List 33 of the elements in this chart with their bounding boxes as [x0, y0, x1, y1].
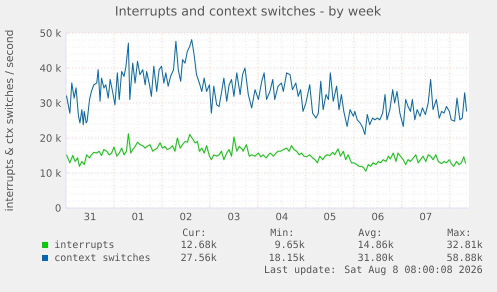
x-tick-label: 01	[132, 212, 144, 220]
x-tick-label: 03	[228, 212, 240, 220]
text: 27.56k	[181, 253, 217, 262]
x-tick-label: 05	[324, 212, 336, 220]
x-tick-label: 02	[180, 212, 192, 220]
text: Max:	[448, 228, 469, 236]
text: Avg:	[358, 228, 380, 238]
y-tick-label: 40 k	[40, 64, 62, 72]
text: 18.15k	[270, 253, 305, 262]
chart-title: Interrupts and context switches - by week	[116, 6, 382, 18]
legend-label: interrupts	[55, 240, 114, 250]
text: Min:	[270, 228, 292, 236]
text: 9.65k	[275, 240, 305, 248]
legend-label: context switches	[55, 253, 150, 262]
text: 31.80k	[358, 253, 394, 262]
y-tick-label: 0	[56, 204, 61, 212]
y-tick-label: 10 k	[40, 169, 62, 177]
text: 58.88k	[447, 253, 483, 262]
x-tick-label: 04	[276, 212, 288, 220]
y-tick-label: 50 k	[40, 29, 62, 37]
line-series	[66, 133, 466, 172]
x-tick-label: 31	[84, 212, 96, 220]
y-tick-label: 30 k	[40, 99, 62, 107]
text: 32.81k	[447, 240, 483, 248]
y-axis-title: interrupts & ctx switches / second	[4, 30, 16, 210]
text: Last update: Sat Aug 8 08:00:08 2026	[265, 265, 482, 276]
line-series	[66, 39, 468, 135]
text: 14.86k	[358, 240, 394, 248]
text: Cur:	[182, 228, 204, 236]
text: 12.68k	[182, 240, 217, 248]
y-tick-label: 20 k	[40, 134, 62, 142]
x-tick-label: 07	[420, 212, 432, 220]
x-tick-label: 06	[372, 212, 384, 220]
